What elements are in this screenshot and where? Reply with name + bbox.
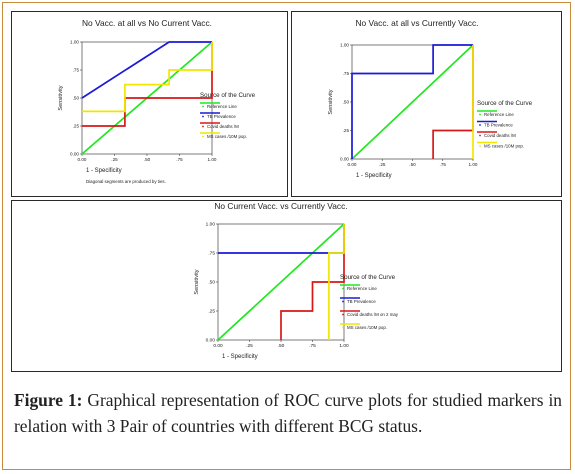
y-tick-label: .75 — [343, 71, 350, 76]
legend-label: TB Prevalence — [207, 114, 236, 119]
chart-title: No Current Vacc. vs Currently Vacc. — [214, 201, 347, 211]
y-tick-label: 1.00 — [206, 222, 216, 228]
roc-curve-tb — [218, 224, 345, 254]
legend-marker — [342, 300, 344, 303]
chart-footnote: Diagonal segments are produced by ties. — [86, 179, 166, 184]
roc-curve-reference — [351, 44, 474, 160]
roc-panel-no-current-vs-currently: No Current Vacc. vs Currently Vacc. 0.00.… — [11, 200, 562, 372]
x-tick-label: 0.00 — [348, 162, 357, 167]
x-tick-label: 1.00 — [339, 343, 349, 349]
x-tick-label: 0.00 — [213, 343, 223, 349]
x-tick-label: .50 — [278, 343, 285, 349]
x-tick-label: 1.00 — [208, 157, 217, 162]
x-tick-label: .75 — [309, 343, 316, 349]
legend-marker — [202, 135, 204, 138]
y-tick-label: 0.00 — [340, 157, 349, 162]
legend-label: Reference Line — [207, 104, 237, 109]
legend-marker — [479, 124, 481, 126]
legend-title: Source of the Curve — [477, 100, 533, 107]
legend-marker — [479, 134, 481, 137]
figure-frame — [2, 2, 571, 470]
legend-marker — [342, 326, 344, 329]
y-tick-label: .50 — [343, 100, 350, 105]
roc-curve-covid — [432, 45, 474, 159]
legend-label: MS cases /10M pop. — [484, 144, 524, 149]
legend-marker — [202, 105, 204, 108]
x-tick-label: .25 — [246, 343, 253, 349]
y-tick-label: .50 — [208, 280, 215, 286]
legend-label: Reference Line — [347, 286, 377, 291]
x-tick-label: 1.00 — [469, 162, 478, 167]
x-tick-label: .50 — [144, 157, 151, 162]
roc-panel-no-vacc-vs-no-current: No Vacc. at all vs No Current Vacc. 0.00.… — [11, 11, 288, 197]
y-tick-label: .75 — [208, 251, 215, 257]
roc-curve-ms — [82, 42, 213, 113]
legend-marker — [342, 287, 344, 290]
roc-curve-covid — [280, 224, 345, 340]
roc-panel-no-vacc-vs-currently: No Vacc. at all vs Currently Vacc. 0.00 .2… — [291, 11, 562, 197]
legend-label: MS cases /10M pop. — [207, 134, 247, 139]
y-tick-label: .25 — [208, 309, 215, 315]
legend-marker — [479, 145, 481, 147]
x-tick-label: .25 — [379, 162, 386, 167]
legend-title: Source of the Curve — [340, 274, 396, 281]
legend-label: Covid deaths /M — [207, 124, 239, 129]
y-tick-label: 0.00 — [70, 152, 79, 157]
x-tick-label: 0.00 — [78, 157, 87, 162]
roc-curve-tb — [351, 44, 473, 159]
y-tick-label: .25 — [343, 128, 350, 133]
y-tick-label: 1.00 — [70, 40, 79, 45]
y-tick-label: 0.00 — [206, 338, 216, 344]
legend-marker — [479, 113, 481, 116]
x-tick-label: .75 — [440, 162, 447, 167]
x-tick-label: .25 — [111, 157, 118, 162]
roc-curve-tb — [81, 41, 212, 99]
legend-label: Covid deaths /M on 2 may — [347, 312, 399, 317]
x-tick-label: .75 — [176, 157, 183, 162]
y-tick-label: .50 — [73, 96, 80, 101]
caption-text: Graphical representation of ROC curve pl… — [14, 390, 562, 436]
x-axis-label: 1 - Specificity — [86, 168, 122, 174]
legend-marker — [202, 125, 204, 128]
y-axis-label: Sensitivity — [194, 269, 200, 294]
legend-label: TB Prevalence — [347, 299, 376, 304]
y-axis-label: Sensitivity — [58, 85, 64, 110]
chart-title: No Vacc. at all vs No Current Vacc. — [82, 18, 212, 28]
figure-caption: Figure 1: Graphical representation of RO… — [14, 387, 562, 439]
roc-chart-svg: No Vacc. at all vs No Current Vacc. 0.00.… — [58, 18, 256, 184]
y-tick-label: 1.00 — [340, 43, 349, 48]
legend-label: TB Prevalence — [484, 123, 513, 128]
legend-title: Source of the Curve — [200, 92, 256, 99]
legend-marker — [202, 115, 204, 118]
caption-label: Figure 1: — [14, 390, 83, 410]
y-tick-label: .75 — [73, 68, 80, 73]
chart-title: No Vacc. at all vs Currently Vacc. — [355, 18, 478, 28]
x-tick-label: .50 — [409, 162, 416, 167]
y-axis-label: Sensitivity — [328, 89, 334, 114]
legend-label: Reference Line — [484, 112, 514, 117]
x-axis-label: 1 - Specificity — [356, 173, 392, 179]
x-axis-label: 1 - Specificity — [222, 354, 258, 360]
roc-chart-svg: No Vacc. at all vs Currently Vacc. 0.00 .2… — [328, 18, 533, 179]
roc-chart-svg: No Current Vacc. vs Currently Vacc. 0.00.… — [194, 201, 399, 360]
y-tick-label: .25 — [73, 124, 80, 129]
roc-curve-reference — [217, 223, 345, 341]
legend-marker — [342, 313, 344, 316]
legend-label: MS cases /10M pop. — [347, 325, 387, 330]
legend-label: Covid deaths /M — [484, 133, 516, 138]
roc-curve-ms — [328, 224, 345, 340]
